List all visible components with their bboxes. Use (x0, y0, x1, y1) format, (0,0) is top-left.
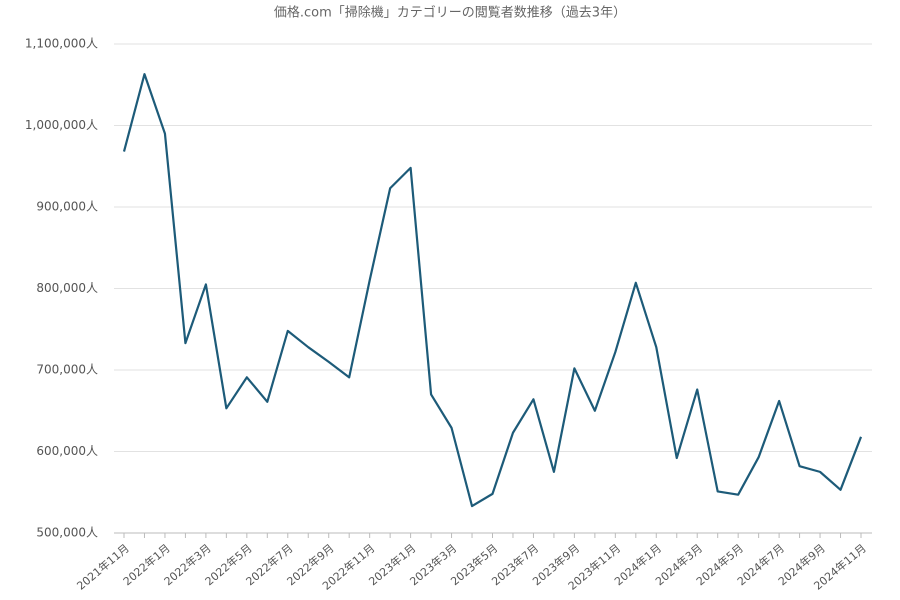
y-tick-label: 500,000人 (36, 526, 98, 540)
line-series (122, 73, 863, 508)
y-tick-label: 900,000人 (36, 200, 98, 214)
chart-title: 価格.com「掃除機」カテゴリーの閲覧者数推移（過去3年） (274, 5, 626, 21)
y-tick-label: 700,000人 (36, 363, 98, 377)
y-tick-label: 1,100,000人 (25, 37, 98, 51)
y-tick-label: 800,000人 (36, 281, 98, 295)
y-tick-label: 600,000人 (36, 444, 98, 458)
y-tick-label: 1,000,000人 (25, 118, 98, 132)
x-tick-label: 2021年11月 (74, 541, 132, 593)
